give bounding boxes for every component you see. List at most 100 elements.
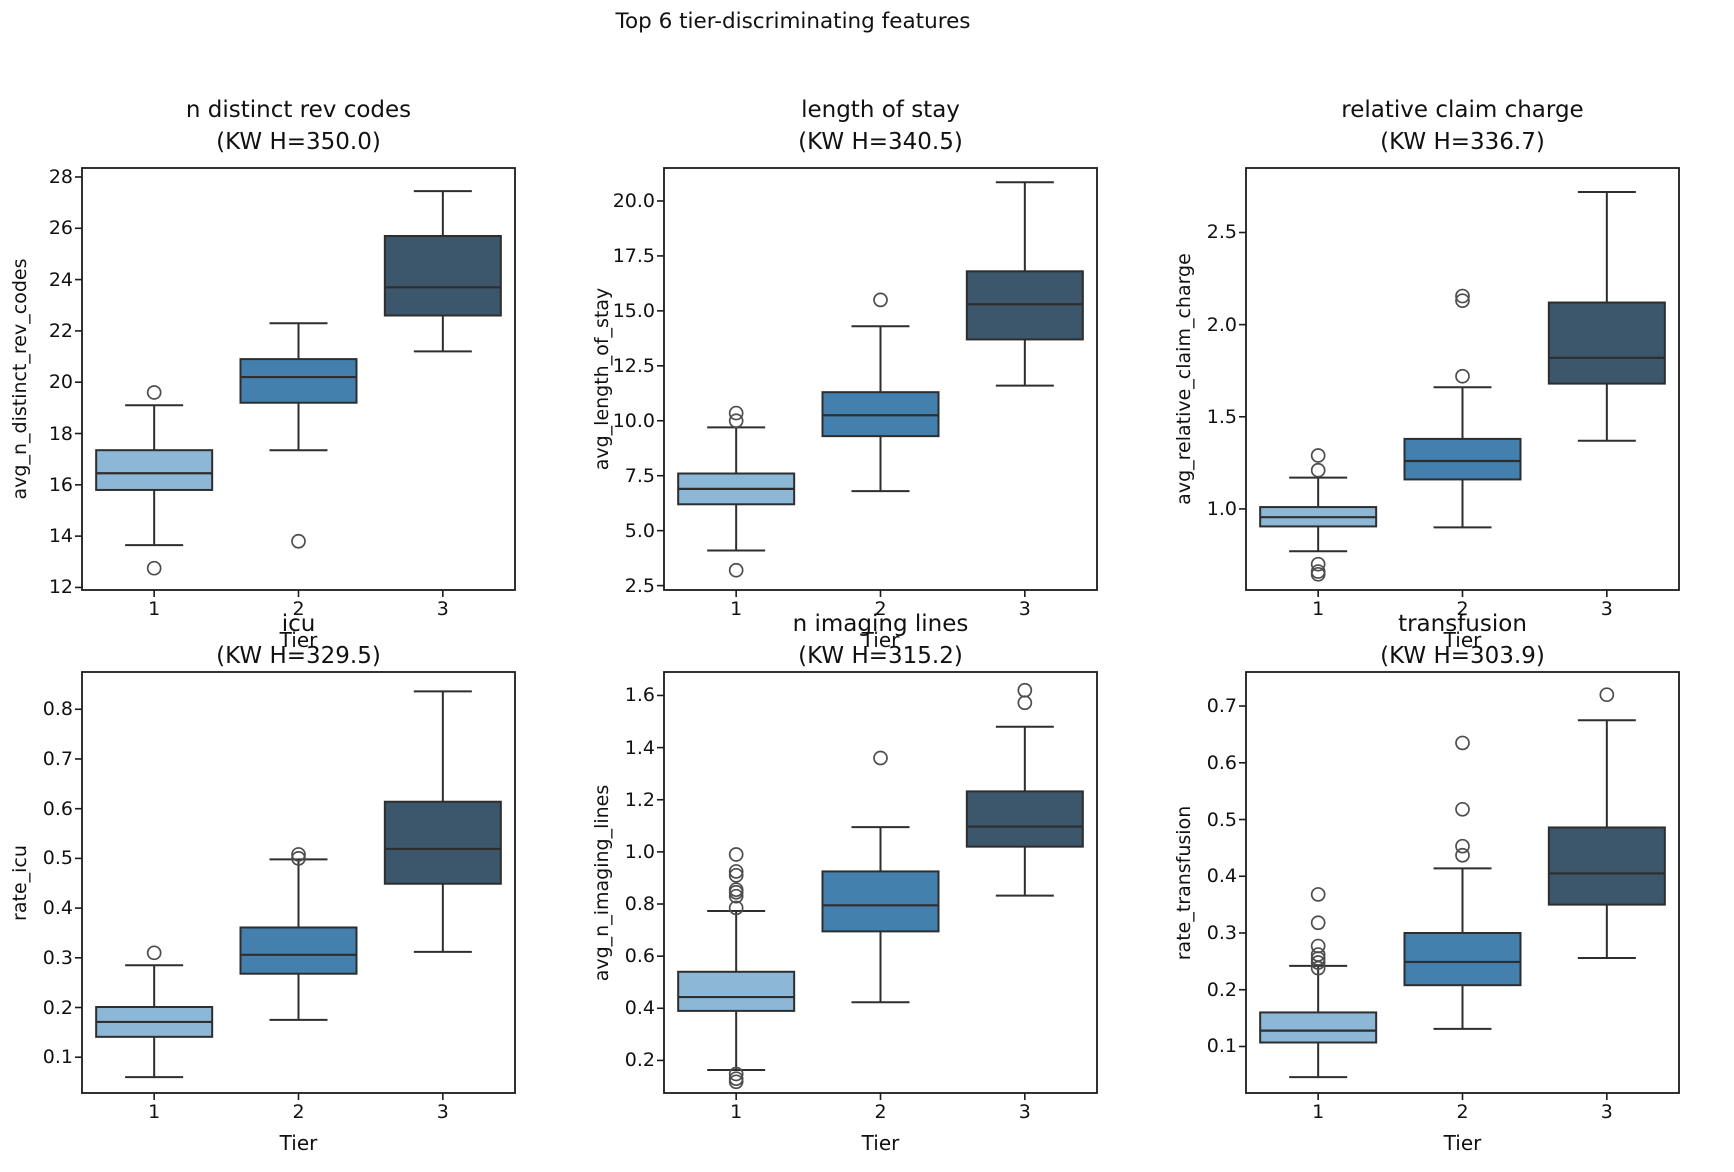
x-tick-label: 2 [292, 1101, 305, 1123]
x-axis-label: Tier [1443, 628, 1482, 652]
y-tick-label: 2.5 [624, 574, 655, 597]
box-tier-3 [965, 682, 1084, 897]
y-tick-label: 0.1 [1206, 1035, 1237, 1058]
y-tick-label: 1.4 [624, 736, 655, 759]
y-tick-label: 22 [48, 319, 73, 342]
y-tick-label: 26 [48, 217, 73, 240]
y-tick-label: 0.5 [42, 847, 73, 870]
y-tick-label: 0.4 [624, 997, 655, 1020]
x-axis-label: Tier [1443, 1131, 1482, 1155]
y-tick-label: 16 [48, 473, 73, 496]
outlier-point [728, 1066, 744, 1082]
outlier-point [1310, 462, 1326, 478]
x-tick-label: 2 [1456, 598, 1469, 620]
outlier-point [1310, 947, 1326, 962]
y-tick-label: 5.0 [624, 519, 655, 542]
box-tier-1 [95, 385, 214, 576]
y-tick-label: 0.4 [42, 897, 73, 920]
y-tick-label: 0.8 [42, 698, 73, 721]
outlier-point [728, 405, 744, 421]
outlier-point [1455, 368, 1470, 384]
y-tick-label: 0.1 [42, 1046, 73, 1069]
outlier-point [291, 847, 306, 862]
y-tick-label: 2.5 [1206, 221, 1237, 244]
x-tick-label: 3 [1600, 1101, 1613, 1123]
box-tier-1 [1259, 887, 1378, 1079]
box-tier-2 [239, 322, 358, 549]
x-tick-label: 3 [436, 1101, 449, 1123]
y-tick-label: 12.5 [612, 354, 655, 377]
x-axis-label: Tier [861, 1131, 900, 1155]
y-tick-label: 1.2 [624, 788, 655, 811]
x-tick-label: 1 [1312, 1101, 1325, 1123]
x-axis-label: Tier [861, 628, 900, 652]
y-tick-label: 1.0 [624, 840, 655, 863]
outlier-point [1017, 682, 1033, 698]
outlier-point [728, 900, 744, 916]
box-tier-3 [383, 190, 502, 353]
outlier-point [1310, 915, 1326, 931]
outlier-point [728, 867, 744, 883]
box-tier-1 [677, 847, 796, 1090]
box-tier-1 [95, 945, 214, 1079]
y-tick-label: 10.0 [612, 409, 655, 432]
y-tick-label: 28 [48, 165, 73, 188]
x-axis-label: Tier [279, 1131, 318, 1155]
outlier-point [873, 750, 888, 766]
box-tier-1 [1259, 448, 1378, 582]
y-tick-label: 0.6 [42, 797, 73, 820]
outlier-point [146, 560, 162, 576]
box-tier-3 [1547, 687, 1666, 959]
outlier-point [728, 888, 744, 904]
box-tier-1 [677, 405, 796, 578]
x-tick-label: 2 [1456, 1101, 1469, 1123]
y-tick-label: 14 [48, 525, 73, 548]
y-tick-label: 20 [48, 371, 73, 394]
y-tick-label: 0.2 [42, 996, 73, 1019]
y-tick-label: 0.3 [42, 946, 73, 969]
outlier-point [1017, 695, 1033, 711]
outlier-point [728, 864, 744, 879]
y-tick-label: 12 [48, 576, 73, 599]
x-tick-label: 2 [874, 1101, 887, 1123]
y-tick-label: 0.6 [624, 945, 655, 968]
x-tick-label: 3 [1018, 1101, 1031, 1123]
y-tick-label: 7.5 [624, 464, 655, 487]
y-tick-label: 24 [48, 268, 73, 291]
box-tier-2 [1403, 735, 1522, 1030]
x-tick-label: 1 [1312, 598, 1325, 620]
y-tick-label: 0.4 [1206, 865, 1237, 888]
y-tick-label: 0.2 [1206, 978, 1237, 1001]
outlier-point [728, 562, 744, 578]
outlier-point [1455, 801, 1470, 817]
x-tick-label: 3 [1018, 598, 1031, 620]
y-tick-label: 17.5 [612, 244, 655, 267]
y-tick-label: 15.0 [612, 299, 655, 322]
y-tick-label: 18 [48, 422, 73, 445]
y-tick-label: 0.5 [1206, 808, 1237, 831]
figure-title: Top 6 tier-discriminating features [615, 9, 971, 34]
x-tick-label: 1 [148, 598, 161, 620]
x-axis-label: Tier [279, 628, 318, 652]
y-tick-label: 20.0 [612, 189, 655, 212]
outlier-point [1455, 838, 1470, 854]
x-tick-label: 1 [730, 1101, 743, 1123]
outlier-point [728, 413, 744, 429]
y-tick-label: 0.7 [42, 747, 73, 770]
x-tick-label: 2 [874, 598, 887, 620]
outlier-point [728, 847, 744, 862]
outlier-point [146, 945, 162, 961]
x-tick-label: 3 [1600, 598, 1613, 620]
y-tick-label: 1.5 [1206, 405, 1237, 428]
x-tick-label: 3 [436, 598, 449, 620]
outlier-point [1310, 955, 1326, 970]
y-tick-label: 0.8 [624, 893, 655, 915]
box-tier-2 [821, 292, 940, 493]
x-tick-label: 1 [730, 598, 743, 620]
outlier-point [1455, 293, 1470, 309]
outlier-point [1310, 448, 1326, 463]
outlier-point [1455, 735, 1470, 751]
outlier-point [1310, 556, 1326, 572]
y-tick-label: 0.2 [624, 1049, 655, 1072]
